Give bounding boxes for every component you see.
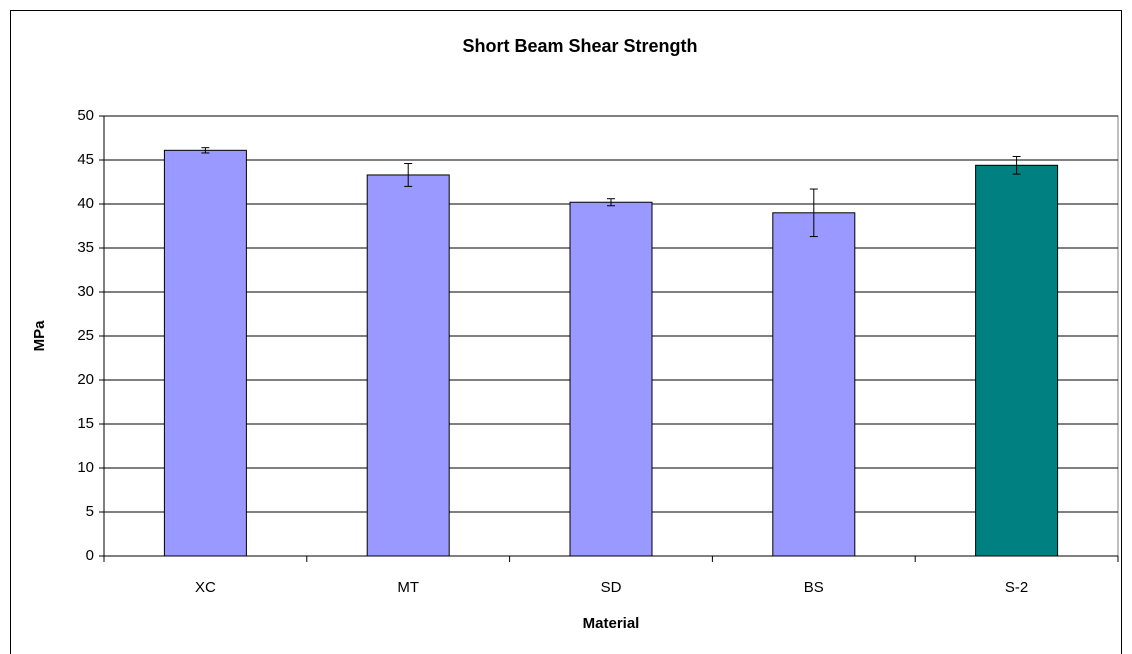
error-bar [1012, 155, 1021, 175]
y-tick-label: 10 [77, 459, 94, 476]
bar [975, 164, 1059, 557]
error-bar [809, 188, 818, 238]
x-tick-label: SD [601, 579, 622, 596]
y-axis-label: MPa [31, 320, 48, 352]
error-bar [201, 147, 210, 154]
y-tick-label: 40 [77, 195, 94, 212]
y-tick-label: 50 [77, 107, 94, 124]
y-tick-label: 0 [86, 547, 94, 564]
bar [772, 212, 856, 557]
x-tick-label: XC [195, 579, 216, 596]
bar [163, 149, 247, 557]
x-tick-label: S-2 [1005, 579, 1028, 596]
error-bar [607, 198, 615, 207]
y-tick-label: 35 [77, 239, 94, 256]
y-tick-label: 45 [77, 151, 94, 168]
y-tick-label: 25 [77, 327, 94, 344]
bar [366, 174, 450, 557]
x-tick-label: MT [397, 579, 419, 596]
x-tick-label: BS [804, 579, 824, 596]
y-tick-label: 15 [77, 415, 94, 432]
y-tick-label: 20 [77, 371, 94, 388]
chart-title: Short Beam Shear Strength [462, 36, 697, 56]
bar [569, 201, 653, 557]
error-bar [404, 163, 413, 187]
y-tick-label: 5 [86, 503, 94, 520]
y-tick-label: 30 [77, 283, 94, 300]
x-axis-label: Material [583, 615, 640, 632]
